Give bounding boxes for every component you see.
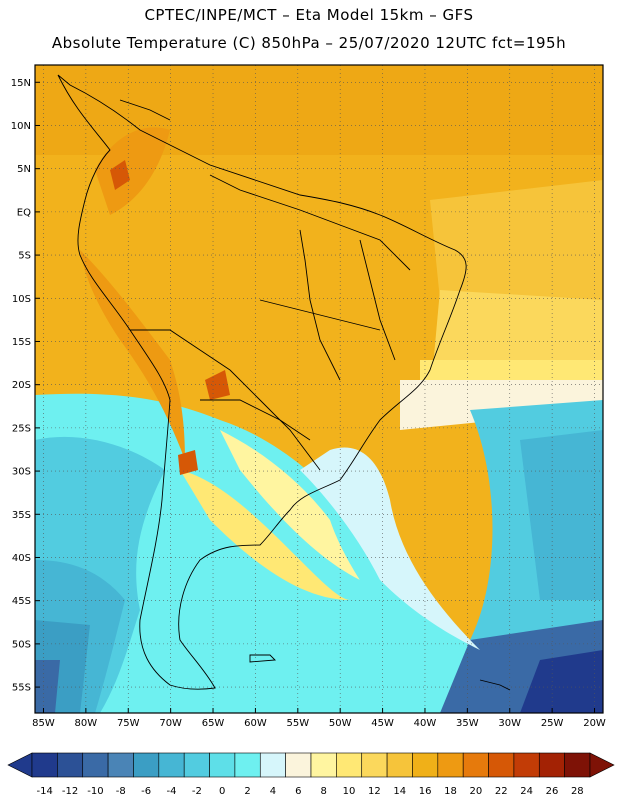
lat-label: 25S <box>12 423 31 434</box>
title-line-1: CPTEC/INPE/MCT – Eta Model 15km – GFS <box>144 6 474 24</box>
colorbar-swatch <box>183 752 210 778</box>
lat-label: 50S <box>12 639 31 650</box>
lon-label: 20W <box>583 718 606 729</box>
lat-label: 15N <box>11 78 31 89</box>
lat-label: 20S <box>12 380 31 391</box>
colorbar-label: 24 <box>520 786 533 797</box>
colorbar-label: 18 <box>444 786 457 797</box>
lon-label: 75W <box>117 718 140 729</box>
colorbar-swatch <box>209 752 236 778</box>
lat-label: 5S <box>18 251 31 262</box>
colorbar-label: 22 <box>495 786 508 797</box>
lon-label: 50W <box>329 718 352 729</box>
colorbar-label: 26 <box>546 786 559 797</box>
colorbar-swatch <box>133 752 160 778</box>
colorbar-swatch <box>361 752 388 778</box>
colorbar-label: 12 <box>368 786 381 797</box>
colorbar-swatch <box>412 752 439 778</box>
lon-label: 35W <box>456 718 479 729</box>
lon-label: 25W <box>541 718 564 729</box>
colorbar-label: -8 <box>116 786 126 797</box>
latitude-labels: 15N 10N 5N EQ 5S 10S 15S 20S 25S 30S 35S 40S 45S 50S 5… <box>11 78 40 694</box>
colorbar-swatch <box>336 752 363 778</box>
colorbar-label: 28 <box>571 786 584 797</box>
colorbar-swatch <box>234 752 261 778</box>
lat-label: 40S <box>12 553 31 564</box>
colorbar <box>7 752 615 778</box>
colorbar-swatch <box>82 752 109 778</box>
lon-label: 55W <box>286 718 309 729</box>
lat-label: 10S <box>12 294 31 305</box>
colorbar-swatch <box>259 752 286 778</box>
lon-label: 85W <box>32 718 55 729</box>
map-frame <box>34 64 604 714</box>
colorbar-swatch <box>107 752 134 778</box>
lat-label: 5N <box>17 164 31 175</box>
lon-label: 70W <box>159 718 182 729</box>
colorbar-swatch <box>564 752 591 778</box>
colorbar-swatch <box>158 752 185 778</box>
colorbar-label: -2 <box>192 786 202 797</box>
coastline <box>57 74 511 691</box>
colorbar-swatch <box>31 752 58 778</box>
colorbar-swatch <box>285 752 312 778</box>
colorbar-swatch <box>437 752 464 778</box>
colorbar-label: -4 <box>167 786 177 797</box>
colorbar-swatch <box>462 752 489 778</box>
colorbar-label: 6 <box>295 786 301 797</box>
colorbar-swatch <box>513 752 540 778</box>
colorbar-swatch <box>386 752 413 778</box>
colorbar-label: 8 <box>320 786 326 797</box>
lat-lon-grid <box>35 65 603 713</box>
lon-label: 45W <box>371 718 394 729</box>
lat-label: 55S <box>12 683 31 694</box>
lat-label: 10N <box>11 121 31 132</box>
colorbar-label: -14 <box>37 786 53 797</box>
colorbar-label: 0 <box>219 786 225 797</box>
lat-label: 35S <box>12 510 31 521</box>
lat-label: 15S <box>12 337 31 348</box>
lat-label: 30S <box>12 467 31 478</box>
colorbar-label: -12 <box>62 786 78 797</box>
longitude-labels: 85W 80W 75W 70W 65W 60W 55W 50W 45W 40W 35W 30W 25W 2… <box>32 708 606 729</box>
colorbar-labels: -14 -12 -10 -8 -6 -4 -2 0 2 4 6 8 10 12 14 16 18 20 22 24 26… <box>37 786 584 797</box>
temperature-field <box>35 65 603 713</box>
lat-label: 45S <box>12 596 31 607</box>
colorbar-high-arrow <box>589 752 615 778</box>
colorbar-label: 14 <box>393 786 406 797</box>
colorbar-label: 20 <box>469 786 482 797</box>
lon-label: 30W <box>498 718 521 729</box>
lat-label: EQ <box>17 207 31 218</box>
colorbar-label: 16 <box>419 786 432 797</box>
colorbar-label: -10 <box>87 786 103 797</box>
colorbar-label: 4 <box>270 786 276 797</box>
title-line-2: Absolute Temperature (C) 850hPa – 25/07/… <box>51 34 567 52</box>
colorbar-label: 10 <box>343 786 356 797</box>
colorbar-label: -6 <box>141 786 151 797</box>
lon-label: 40W <box>414 718 437 729</box>
colorbar-swatch <box>310 752 337 778</box>
lon-label: 60W <box>244 718 267 729</box>
colorbar-low-arrow <box>7 752 33 778</box>
colorbar-swatch <box>57 752 84 778</box>
colorbar-swatch <box>488 752 515 778</box>
colorbar-swatch <box>538 752 565 778</box>
lon-label: 80W <box>75 718 98 729</box>
colorbar-label: 2 <box>244 786 250 797</box>
lon-label: 65W <box>202 718 225 729</box>
